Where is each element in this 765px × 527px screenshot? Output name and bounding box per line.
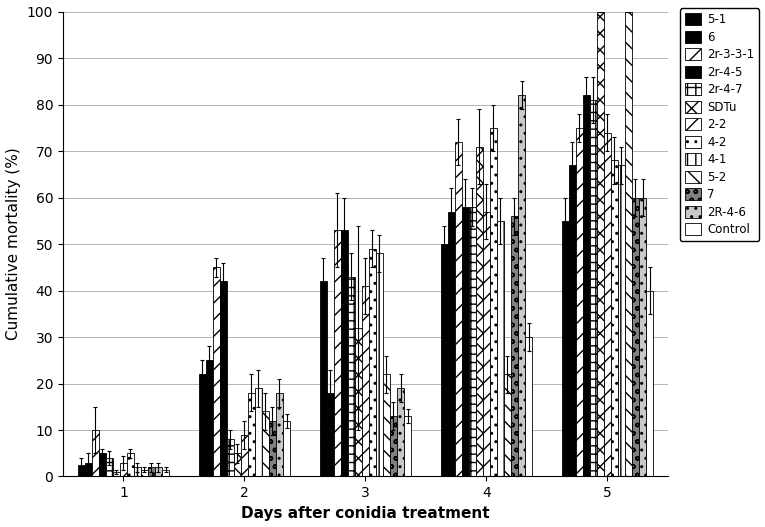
Bar bbox=[327, 393, 334, 476]
Legend: 5-1, 6, 2r-3-3-1, 2r-4-5, 2r-4-7, SDTu, 2-2, 4-2, 4-1, 5-2, 7, 2R-4-6, Control: 5-1, 6, 2r-3-3-1, 2r-4-5, 2r-4-7, SDTu, … bbox=[680, 8, 759, 241]
Bar bbox=[113, 472, 120, 476]
Bar bbox=[611, 160, 618, 476]
Bar bbox=[462, 207, 469, 476]
Bar bbox=[162, 470, 169, 476]
Bar bbox=[618, 165, 625, 476]
Bar bbox=[576, 128, 583, 476]
Bar bbox=[497, 221, 504, 476]
Bar bbox=[269, 421, 276, 476]
Bar bbox=[248, 393, 255, 476]
Bar bbox=[320, 281, 327, 476]
Bar bbox=[120, 463, 127, 476]
Bar bbox=[362, 286, 369, 476]
Y-axis label: Cumulative mortality (%): Cumulative mortality (%) bbox=[6, 148, 21, 340]
Bar bbox=[262, 412, 269, 476]
Bar bbox=[490, 128, 497, 476]
Bar bbox=[448, 211, 455, 476]
Bar bbox=[518, 95, 525, 476]
Bar bbox=[646, 290, 653, 476]
Bar bbox=[276, 393, 283, 476]
Bar bbox=[562, 221, 569, 476]
Bar bbox=[569, 165, 576, 476]
Bar bbox=[227, 440, 234, 476]
Bar bbox=[483, 211, 490, 476]
Bar bbox=[355, 328, 362, 476]
Bar bbox=[127, 453, 134, 476]
Bar bbox=[404, 416, 411, 476]
Bar bbox=[85, 463, 92, 476]
Bar bbox=[455, 142, 462, 476]
Bar bbox=[469, 207, 476, 476]
Bar bbox=[213, 267, 220, 476]
Bar bbox=[504, 374, 511, 476]
Bar bbox=[283, 421, 290, 476]
Bar bbox=[369, 249, 376, 476]
Bar bbox=[234, 453, 241, 476]
Bar bbox=[255, 388, 262, 476]
Bar bbox=[199, 374, 206, 476]
Bar bbox=[99, 453, 106, 476]
Bar bbox=[334, 230, 341, 476]
Bar bbox=[206, 360, 213, 476]
Bar bbox=[383, 374, 390, 476]
Bar bbox=[632, 198, 639, 476]
Bar bbox=[220, 281, 227, 476]
Bar bbox=[141, 470, 148, 476]
Bar bbox=[148, 467, 155, 476]
Bar bbox=[639, 198, 646, 476]
Bar bbox=[78, 465, 85, 476]
Bar bbox=[625, 12, 632, 476]
Bar bbox=[92, 430, 99, 476]
Bar bbox=[604, 133, 611, 476]
Bar bbox=[597, 12, 604, 476]
Bar bbox=[511, 216, 518, 476]
Bar bbox=[241, 435, 248, 476]
Bar bbox=[134, 467, 141, 476]
Bar bbox=[476, 147, 483, 476]
Bar bbox=[390, 416, 397, 476]
Bar bbox=[441, 244, 448, 476]
Bar bbox=[583, 95, 590, 476]
Bar bbox=[590, 100, 597, 476]
Bar bbox=[341, 230, 348, 476]
Bar bbox=[155, 467, 162, 476]
X-axis label: Days after conidia treatment: Days after conidia treatment bbox=[241, 506, 490, 521]
Bar bbox=[397, 388, 404, 476]
Bar bbox=[376, 253, 383, 476]
Bar bbox=[525, 337, 532, 476]
Bar bbox=[348, 277, 355, 476]
Bar bbox=[106, 458, 113, 476]
